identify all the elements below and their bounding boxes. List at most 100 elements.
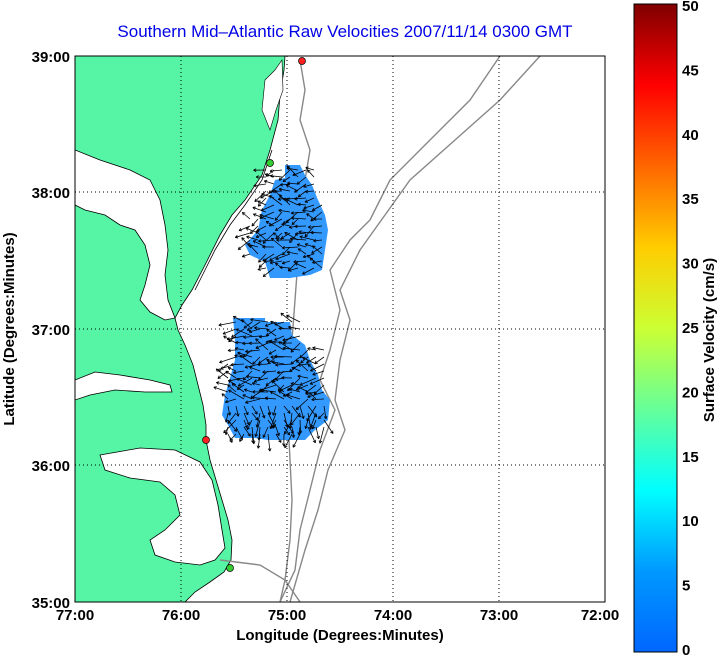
velocity-arrowhead — [288, 326, 291, 330]
velocity-arrow — [235, 405, 239, 417]
velocity-arrow — [278, 209, 291, 213]
velocity-arrow — [255, 338, 269, 351]
velocity-arrow — [275, 433, 282, 443]
velocity-arrow — [255, 419, 261, 437]
velocity-arrowhead — [276, 238, 280, 241]
velocity-arrow — [227, 384, 237, 393]
velocity-arrowhead — [241, 212, 244, 216]
velocity-arrowhead — [269, 169, 273, 172]
velocity-arrow — [257, 200, 267, 206]
velocity-arrow — [277, 384, 285, 392]
velocity-arrowhead — [223, 429, 225, 433]
velocity-arrow — [238, 225, 251, 231]
velocity-arrowhead — [279, 194, 283, 196]
velocity-arrowhead — [253, 185, 257, 188]
velocity-arrowhead — [307, 364, 310, 368]
velocity-arrowhead — [255, 424, 258, 428]
colorbar-tick: 45 — [682, 62, 699, 79]
velocity-arrow — [235, 342, 245, 344]
velocity-arrow — [323, 419, 334, 434]
velocity-arrowhead — [275, 256, 278, 260]
velocity-arrowhead — [291, 216, 295, 219]
velocity-arrow — [236, 378, 253, 386]
velocity-arrowhead — [299, 356, 304, 359]
velocity-arrowhead — [253, 213, 256, 217]
velocity-arrowhead — [278, 209, 282, 213]
velocity-arrowhead — [303, 184, 307, 188]
velocity-arrowhead — [241, 319, 243, 323]
velocity-arrow — [265, 221, 275, 227]
velocity-arrowhead — [277, 387, 280, 391]
velocity-arrowhead — [264, 396, 269, 399]
velocity-arrowhead — [312, 245, 314, 249]
colorbar-tick: 20 — [682, 384, 699, 401]
velocity-arrow — [259, 335, 269, 338]
velocity-arrowhead — [290, 423, 294, 426]
velocity-arrowhead — [216, 381, 220, 383]
velocity-arrow — [307, 364, 317, 372]
velocity-arrowhead — [222, 331, 226, 335]
velocity-arrow — [304, 197, 315, 203]
velocity-arrow — [278, 188, 291, 192]
velocity-arrow — [235, 426, 243, 440]
colorbar-tick: 5 — [682, 578, 690, 595]
velocity-arrowhead — [270, 355, 274, 358]
velocity-arrowhead — [309, 257, 314, 259]
velocity-arrowhead — [271, 237, 275, 240]
velocity-arrowhead — [242, 376, 245, 381]
velocity-arrowhead — [270, 391, 273, 395]
velocity-arrowhead — [311, 207, 315, 211]
chart-title: Southern Mid–Atlantic Raw Velocities 200… — [117, 22, 573, 41]
velocity-arrowhead — [297, 431, 300, 436]
velocity-arrowhead — [325, 415, 328, 419]
velocity-arrowhead — [313, 238, 317, 242]
velocity-arrowhead — [307, 225, 311, 228]
velocity-arrowhead — [273, 232, 277, 234]
velocity-arrowhead — [275, 364, 279, 367]
velocity-arrow — [299, 405, 304, 419]
velocity-arrow — [245, 398, 261, 404]
velocity-arrow — [243, 426, 251, 437]
velocity-arrowhead — [251, 395, 255, 398]
velocity-arrowhead — [248, 331, 253, 334]
plot-frame — [74, 55, 606, 603]
velocity-arrow — [285, 198, 299, 206]
velocity-arrowhead — [229, 412, 232, 416]
velocity-arrow — [225, 426, 229, 435]
velocity-arrowhead — [250, 319, 254, 322]
velocity-arrowhead — [278, 177, 281, 181]
velocity-arrow — [254, 327, 269, 330]
velocity-arrowhead — [278, 179, 283, 181]
velocity-arrowhead — [235, 340, 239, 343]
velocity-arrowhead — [279, 265, 283, 268]
velocity-arrow — [227, 349, 237, 351]
velocity-arrowhead — [289, 387, 293, 390]
velocity-arrow — [291, 211, 307, 214]
velocity-arrowhead — [236, 378, 239, 382]
velocity-arrow — [269, 169, 283, 172]
velocity-arrow — [295, 232, 307, 235]
velocity-arrow — [305, 167, 315, 171]
velocity-arrowhead — [261, 193, 264, 197]
velocity-arrowhead — [278, 440, 282, 443]
velocity-arrowhead — [234, 354, 238, 356]
velocity-arrow — [307, 391, 325, 398]
velocity-arrowhead — [305, 167, 309, 170]
velocity-arrow — [258, 426, 261, 441]
velocity-arrowhead — [263, 435, 266, 438]
velocity-arrow — [309, 392, 317, 400]
velocity-arrow — [307, 426, 316, 443]
velocity-arrowhead — [306, 360, 309, 364]
delmarva-bay — [261, 59, 284, 131]
velocity-arrowhead — [227, 367, 231, 371]
velocity-arrowhead — [303, 415, 305, 419]
velocity-arrowhead — [276, 239, 280, 242]
velocity-arrow — [243, 419, 248, 429]
velocity-arrow — [288, 326, 301, 330]
velocity-arrowhead — [271, 360, 275, 363]
velocity-arrow — [279, 194, 291, 206]
velocity-arrow — [239, 355, 253, 365]
velocity-arrowhead — [310, 218, 313, 222]
velocity-arrow — [230, 363, 245, 366]
velocity-arrowhead — [295, 387, 299, 391]
